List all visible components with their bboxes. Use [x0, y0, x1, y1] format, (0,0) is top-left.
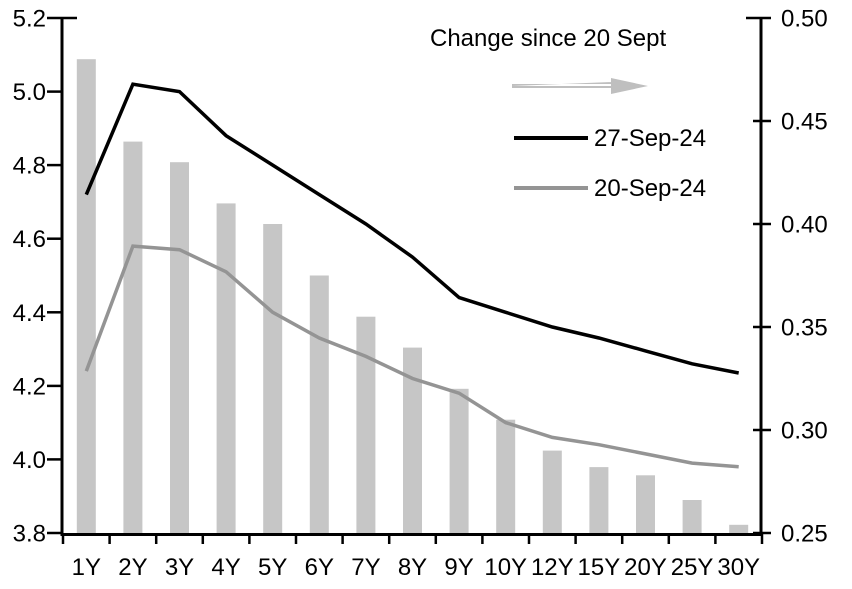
legend-label-20-sep: 20-Sep-24 [594, 175, 707, 202]
bar-6Y [309, 275, 329, 533]
change-arrow-icon [512, 78, 648, 94]
bar-12Y [542, 450, 562, 533]
bar-8Y [403, 347, 422, 533]
right-axis-label: 0.35 [781, 315, 828, 342]
right-axis-label: 0.45 [781, 109, 828, 136]
bars-change-since-20-sept [76, 59, 749, 533]
x-axis-label: 30Y [717, 554, 760, 581]
bar-10Y [496, 419, 516, 533]
x-axis-label: 9Y [444, 554, 473, 581]
line-sample-20-sep [514, 186, 588, 190]
right-axis-label: 0.50 [781, 6, 828, 33]
legend-label-27-sep: 27-Sep-24 [594, 125, 707, 152]
bar-5Y [263, 224, 283, 533]
axis-labels: 5.2 5.0 4.8 4.6 4.4 4.2 4.0 3.8 0.50 0.45 0.40 0.35… [13, 6, 828, 582]
bar-9Y [449, 388, 469, 533]
x-axis-label: 12Y [531, 554, 574, 581]
left-axis-label: 5.2 [13, 6, 46, 33]
bar-7Y [356, 316, 376, 533]
x-axis-label: 2Y [118, 554, 147, 581]
line-sample-27-sep [514, 136, 588, 140]
x-axis-label: 25Y [671, 554, 714, 581]
x-axis-label: 4Y [211, 554, 240, 581]
left-axis-label: 4.6 [13, 226, 46, 253]
left-axis-label: 3.8 [13, 521, 46, 548]
x-axis-label: 1Y [72, 554, 101, 581]
bar-20Y [636, 475, 655, 533]
x-axis-label: 7Y [351, 554, 380, 581]
axes [60, 17, 763, 536]
left-axis-label: 4.8 [13, 153, 46, 180]
left-axis-label: 4.4 [13, 300, 46, 327]
left-axis-label: 5.0 [13, 79, 46, 106]
bar-3Y [170, 162, 189, 533]
bar-1Y [76, 59, 96, 533]
line-27-sep-24 [84, 82, 740, 375]
bar-15Y [589, 467, 609, 533]
left-axis-label: 4.2 [13, 373, 46, 400]
bar-4Y [216, 203, 236, 533]
x-axis-label: 15Y [578, 554, 621, 581]
bar-30Y [729, 524, 749, 533]
x-axis-label: 3Y [165, 554, 194, 581]
right-axis-label: 0.40 [781, 212, 828, 239]
bar-25Y [682, 500, 702, 533]
x-axis-label: 6Y [305, 554, 334, 581]
right-axis-label: 0.30 [781, 418, 828, 445]
left-axis-label: 4.0 [13, 447, 46, 474]
arrow-shape [512, 78, 648, 94]
line-20-sep-24 [84, 244, 739, 469]
right-axis-label: 0.25 [781, 521, 828, 548]
x-axis-label: 8Y [398, 554, 427, 581]
bar-2Y [123, 141, 143, 533]
x-axis-label: 20Y [624, 554, 667, 581]
legend-title: Change since 20 Sept [430, 25, 667, 52]
x-axis-label: 5Y [258, 554, 287, 581]
axis-ticks [47, 16, 771, 544]
x-axis-label: 10Y [484, 554, 527, 581]
